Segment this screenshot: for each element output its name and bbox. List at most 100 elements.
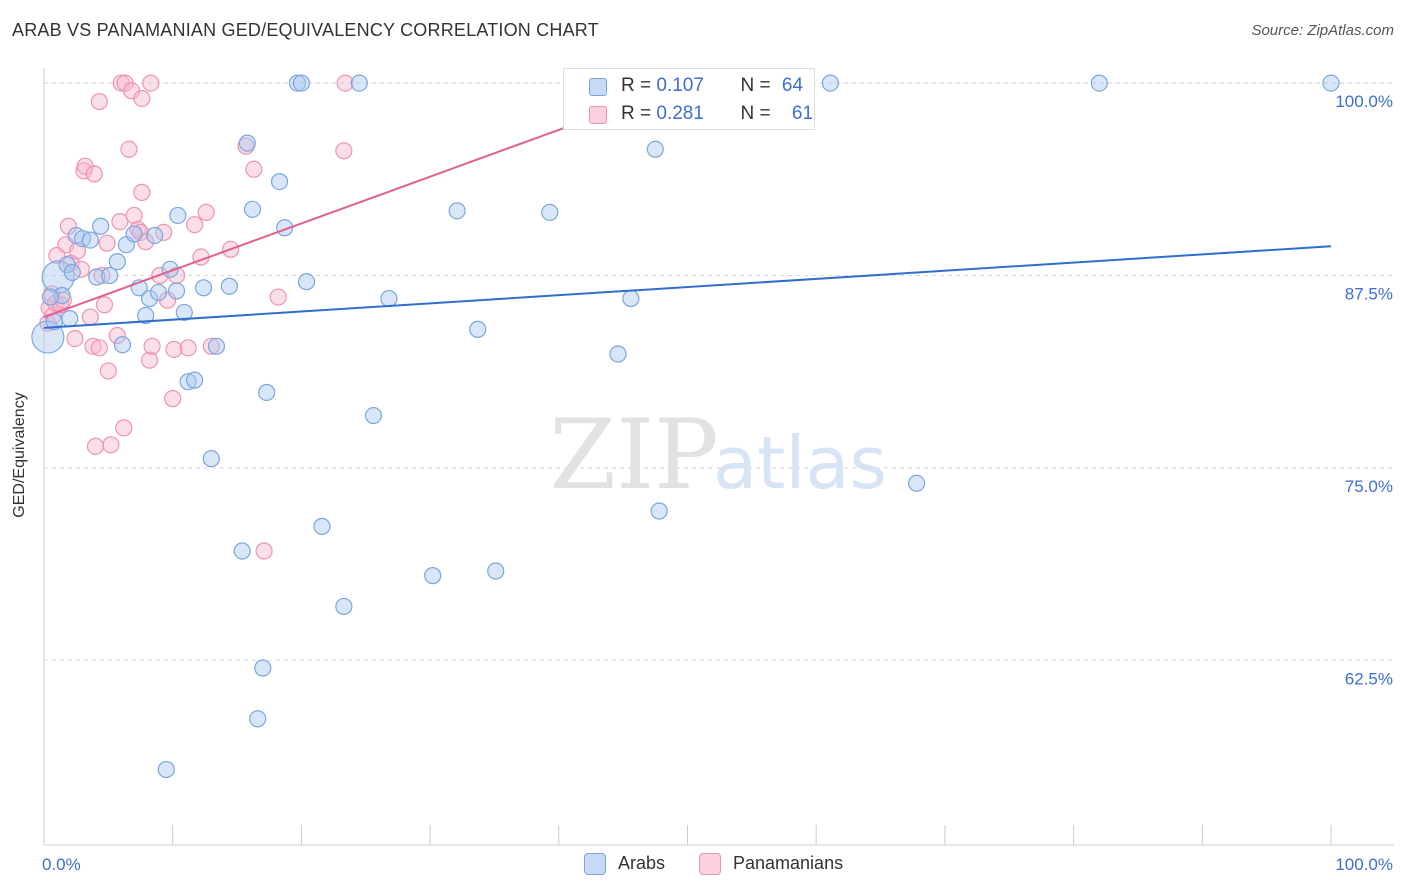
arabs-point xyxy=(238,134,256,152)
arabs-point xyxy=(220,277,238,295)
arabs-point xyxy=(258,383,276,402)
legend-row-panamanians: R = 0.281 N = 61 xyxy=(564,102,814,128)
panamanians-point xyxy=(140,351,159,369)
y-tick-label: 87.5% xyxy=(1345,284,1393,303)
arabs-point xyxy=(254,659,272,677)
arabs-point xyxy=(313,517,331,535)
panamanians-point xyxy=(269,288,287,306)
arabs-point xyxy=(167,282,186,300)
arabs-point xyxy=(157,760,175,779)
arabs-point xyxy=(63,263,81,282)
arabs-point xyxy=(61,309,79,328)
arabs-point xyxy=(609,345,627,363)
panamanians-point xyxy=(185,216,204,234)
watermark-zip: ZIP xyxy=(549,399,718,511)
arabs-trend-line xyxy=(43,245,1332,329)
arabs-point xyxy=(140,289,159,308)
x-tick-label-max: 100.0% xyxy=(1335,855,1393,874)
arabs-point xyxy=(469,320,487,338)
arabs-point xyxy=(233,542,251,560)
arabs-point xyxy=(149,283,168,302)
panamanians-point xyxy=(255,542,273,560)
panamanians-point xyxy=(336,74,354,92)
arabs-point xyxy=(541,203,559,221)
panamanians-point xyxy=(165,340,183,358)
panamanians-point xyxy=(86,437,105,455)
watermark-atlas: atlas xyxy=(713,421,887,505)
source-label: Source: ZipAtlas.com xyxy=(1251,22,1394,39)
arabs-point xyxy=(169,206,187,225)
legend-r-label: R = xyxy=(621,103,652,124)
panamanians-point xyxy=(143,337,161,355)
arabs-point xyxy=(88,268,106,286)
y-tick-label: 100.0% xyxy=(1335,92,1393,111)
panamanians-legend-label: Panamanians xyxy=(733,853,844,873)
legend-r-label: R = xyxy=(621,75,652,96)
arabs-point xyxy=(202,450,220,468)
panamanians-point xyxy=(66,329,84,348)
panamanians-point xyxy=(125,206,143,225)
panamanians-point xyxy=(167,266,186,285)
panamanians-point xyxy=(120,140,138,158)
panamanians-point xyxy=(81,308,99,326)
panamanians-point xyxy=(90,92,108,111)
panamanians-point xyxy=(164,390,182,408)
panamanians-point xyxy=(102,436,120,454)
arabs-point xyxy=(380,289,398,308)
y-tick-label: 62.5% xyxy=(1345,669,1393,688)
arabs-point xyxy=(113,336,132,354)
correlation-legend: R = 0.107 N = 64 R = 0.281 N = 61 xyxy=(563,68,815,130)
legend-r-value-arabs: 0.107 xyxy=(656,75,704,96)
arabs-point xyxy=(41,288,60,306)
legend-n-value-panamanians: 61 xyxy=(791,103,814,124)
arabs-point xyxy=(335,597,353,616)
arabs-legend-icon xyxy=(584,853,606,875)
y-axis-title: GED/Equivalency xyxy=(11,392,28,518)
panamanians-point xyxy=(99,362,117,380)
arabs-point xyxy=(297,273,316,291)
arabs-point xyxy=(175,303,193,322)
arabs-point xyxy=(137,306,155,325)
arabs-point xyxy=(821,74,839,92)
legend-row-arabs: R = 0.107 N = 64 xyxy=(564,74,814,100)
arabs-point xyxy=(270,172,289,191)
panamanians-point xyxy=(133,183,151,201)
arabs-point xyxy=(101,266,119,285)
arabs-point xyxy=(288,74,307,92)
arabs-point xyxy=(185,371,204,389)
arabs-point xyxy=(194,279,213,297)
panamanians-point xyxy=(133,89,151,108)
panamanians-swatch-icon xyxy=(589,106,607,124)
panamanians-point xyxy=(115,419,133,437)
panamanians-point xyxy=(90,339,108,357)
arabs-point xyxy=(1322,74,1340,92)
panamanians-point xyxy=(245,160,263,178)
panamanians-legend-icon xyxy=(699,853,721,875)
panamanians-point xyxy=(142,74,160,92)
arabs-point xyxy=(125,225,143,243)
panamanians-point xyxy=(85,165,103,183)
bottom-legend-panamanians: Panamanians xyxy=(699,852,869,876)
panamanians-point xyxy=(108,326,126,345)
panamanians-point xyxy=(155,223,173,241)
legend-r-value-panamanians: 0.281 xyxy=(656,103,704,124)
arabs-point xyxy=(81,231,99,249)
panamanians-point xyxy=(84,337,102,355)
arabs-point xyxy=(249,710,267,728)
panamanians-point xyxy=(95,296,114,314)
panamanians-point xyxy=(111,213,129,231)
arabs-point xyxy=(622,289,640,308)
arabs-point xyxy=(179,373,197,391)
arabs-point xyxy=(207,337,226,355)
arabs-point xyxy=(108,253,126,271)
x-tick-label-min: 0.0% xyxy=(42,855,81,874)
arabs-point xyxy=(424,567,442,585)
arabs-point xyxy=(646,140,664,158)
arabs-point xyxy=(448,202,466,220)
arabs-point xyxy=(292,74,310,92)
arabs-point xyxy=(364,406,383,425)
arabs-point xyxy=(350,74,368,92)
panamanians-point xyxy=(98,234,116,252)
panamanians-point xyxy=(197,203,215,221)
arabs-point xyxy=(487,562,505,580)
